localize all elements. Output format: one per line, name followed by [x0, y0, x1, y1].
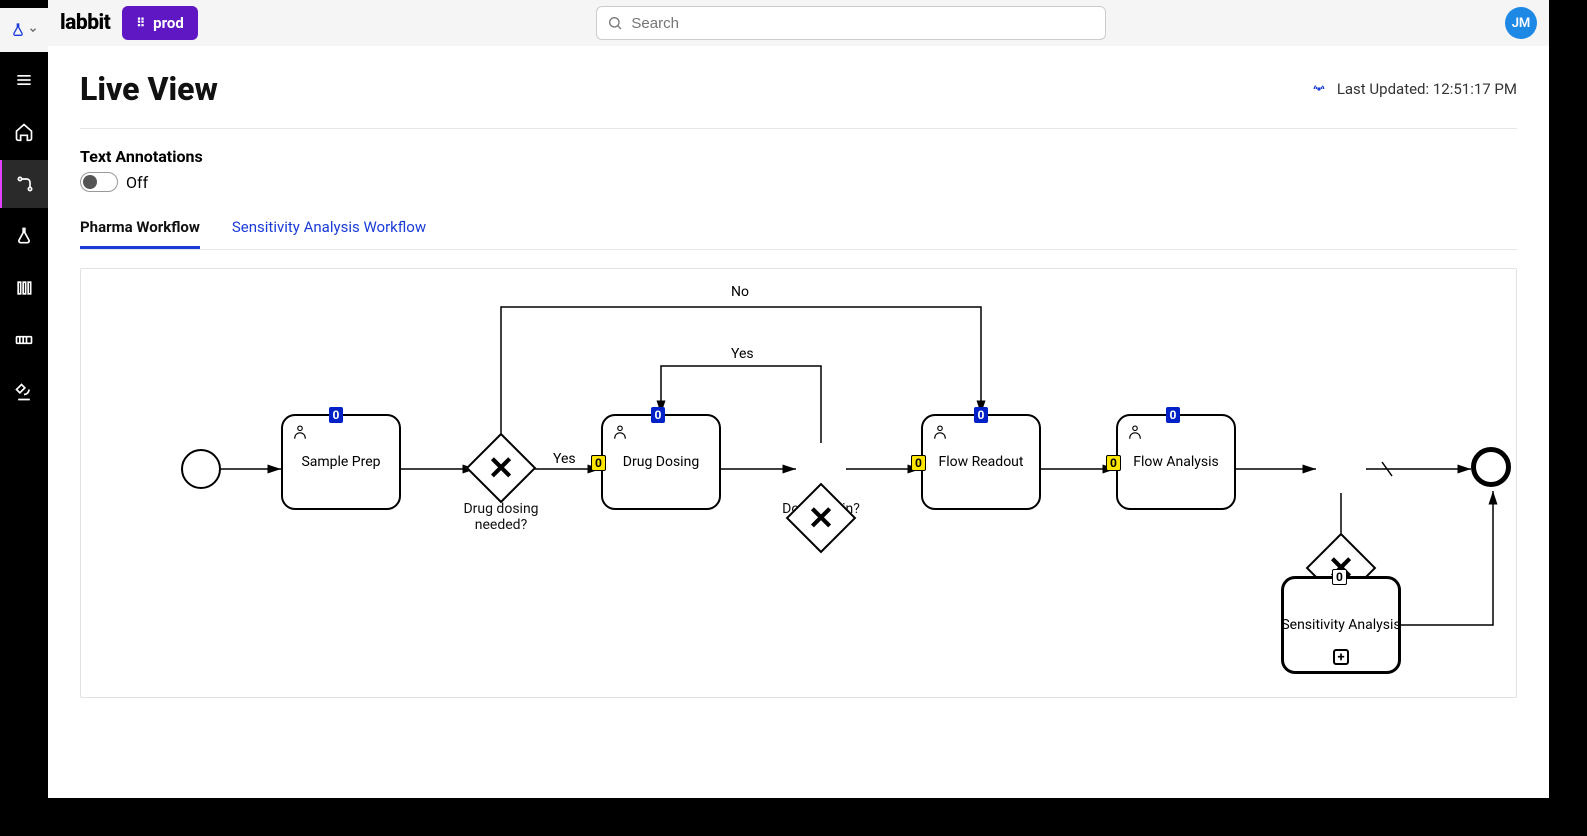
rail-top-flask[interactable]: [0, 8, 48, 52]
task-label: Drug Dosing: [623, 454, 699, 470]
count-badge: 0: [974, 407, 988, 423]
task-flow-readout[interactable]: Flow Readout: [921, 414, 1041, 510]
page-title: Live View: [80, 70, 218, 108]
last-updated: Last Updated: 12:51:17 PM: [1311, 80, 1517, 98]
env-pill[interactable]: ⠿ prod: [122, 6, 197, 40]
task-label: Sample Prep: [301, 454, 380, 470]
task-sample-prep[interactable]: Sample Prep: [281, 414, 401, 510]
topbar: labbit ⠿ prod JM: [48, 0, 1549, 46]
rail-home[interactable]: [0, 108, 48, 156]
annotations-label: Text Annotations: [80, 147, 1517, 166]
task-flow-analysis[interactable]: Flow Analysis: [1116, 414, 1236, 510]
user-task-icon: [611, 422, 629, 442]
workflow-icon: [15, 174, 35, 194]
count-badge: 0: [651, 407, 665, 423]
user-task-icon: [291, 422, 309, 442]
rail-workflow[interactable]: [0, 160, 48, 208]
count-badge: 0: [329, 407, 343, 423]
workflow-canvas[interactable]: Sample Prep 0 Drug dosingneeded? ✕ Drug Dos…: [80, 268, 1517, 698]
count-badge: 0: [911, 455, 926, 471]
broadcast-icon: [1311, 81, 1327, 97]
count-badge: 0: [1166, 407, 1180, 423]
task-label: Flow Analysis: [1133, 454, 1218, 470]
toggle-state-label: Off: [126, 173, 148, 192]
gateway-gw1[interactable]: ✕: [476, 443, 526, 493]
flask-icon: [14, 226, 34, 246]
grid-icon: ⠿: [136, 16, 145, 30]
search-input[interactable]: [631, 15, 1095, 32]
count-badge: 0: [1106, 455, 1121, 471]
edge-label: No: [731, 284, 749, 300]
search-bar[interactable]: [596, 6, 1106, 40]
hamburger-icon: [14, 70, 34, 90]
user-avatar[interactable]: JM: [1505, 7, 1537, 39]
task-label: Flow Readout: [939, 454, 1024, 470]
gateway-gw2[interactable]: ✕: [796, 493, 846, 543]
workflow-tabs: Pharma Workflow Sensitivity Analysis Wor…: [80, 218, 1517, 250]
edge-label: Yes: [731, 346, 754, 362]
flask-icon: [10, 22, 26, 38]
rail-columns[interactable]: [0, 264, 48, 312]
chevron-down-icon: [28, 25, 38, 35]
gateway-label: Drug dosingneeded?: [441, 501, 561, 533]
tab-sensitivity-analysis[interactable]: Sensitivity Analysis Workflow: [232, 218, 426, 249]
tab-pharma-workflow[interactable]: Pharma Workflow: [80, 218, 200, 249]
annotations-toggle[interactable]: [80, 172, 118, 192]
env-label: prod: [153, 14, 184, 32]
user-task-icon: [931, 422, 949, 442]
count-badge: 0: [591, 455, 606, 471]
task-drug-dosing[interactable]: Drug Dosing: [601, 414, 721, 510]
search-icon: [607, 15, 623, 31]
rail-menu[interactable]: [0, 56, 48, 104]
rail-flask[interactable]: [0, 212, 48, 260]
app-logo: labbit: [60, 11, 110, 35]
user-task-icon: [1126, 422, 1144, 442]
count-badge: 0: [1332, 569, 1347, 585]
last-updated-text: Last Updated: 12:51:17 PM: [1337, 80, 1517, 98]
left-nav-rail: [0, 0, 48, 836]
task-label: Sensitivity Analysis: [1281, 617, 1400, 633]
rail-barcode[interactable]: [0, 316, 48, 364]
rail-microscope[interactable]: [0, 368, 48, 416]
start-event[interactable]: [181, 449, 221, 489]
expand-icon[interactable]: +: [1333, 649, 1349, 665]
barcode-icon: [14, 330, 34, 350]
task-sens[interactable]: Sensitivity Analysis +: [1281, 576, 1401, 674]
home-icon: [14, 122, 34, 142]
end-event[interactable]: [1471, 447, 1511, 487]
microscope-icon: [14, 382, 34, 402]
columns-icon: [14, 278, 34, 298]
edge-label: Yes: [553, 451, 576, 467]
